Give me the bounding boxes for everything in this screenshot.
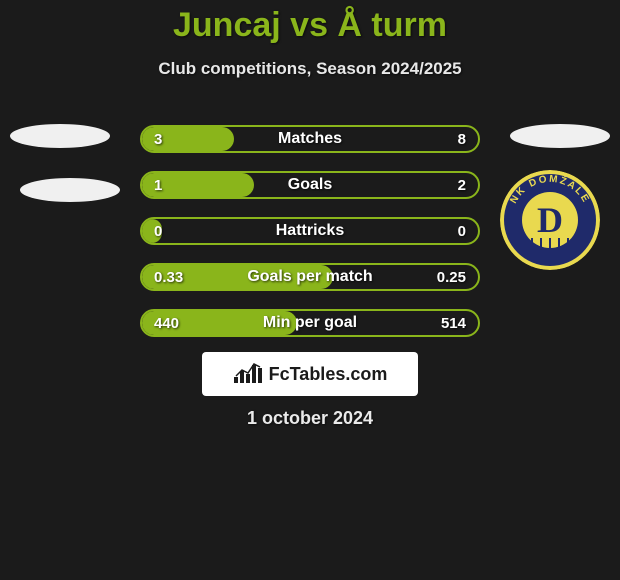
bar-label: Goals per match (142, 265, 478, 289)
bar-row-hattricks: 0Hattricks0 (140, 217, 480, 245)
bar-label: Min per goal (142, 311, 478, 335)
club-badge: NK DOMŽALE D (500, 170, 600, 270)
bar-right-value: 514 (441, 311, 466, 335)
fctables-logo: FcTables.com (202, 352, 418, 396)
date-text: 1 october 2024 (0, 408, 620, 429)
fctables-logo-icon (233, 361, 263, 388)
page-subtitle: Club competitions, Season 2024/2025 (0, 59, 620, 79)
bar-row-min-per-goal: 440Min per goal514 (140, 309, 480, 337)
bar-row-goals: 1Goals2 (140, 171, 480, 199)
bar-row-goals-per-match: 0.33Goals per match0.25 (140, 263, 480, 291)
bar-right-value: 0 (458, 219, 466, 243)
bar-right-value: 0.25 (437, 265, 466, 289)
bar-label: Hattricks (142, 219, 478, 243)
bar-right-value: 8 (458, 127, 466, 151)
right-ellipse (510, 124, 610, 148)
comparison-bars: 3Matches8 1Goals2 0Hattricks0 0.33Goals per… (140, 125, 480, 355)
bar-label: Matches (142, 127, 478, 151)
left-ellipse-0 (10, 124, 110, 148)
svg-text:D: D (537, 200, 563, 240)
page-title: Juncaj vs Å turm (0, 0, 620, 45)
bar-label: Goals (142, 173, 478, 197)
bar-row-matches: 3Matches8 (140, 125, 480, 153)
fctables-logo-text: FcTables.com (269, 364, 388, 385)
bar-right-value: 2 (458, 173, 466, 197)
left-ellipse-1 (20, 178, 120, 202)
